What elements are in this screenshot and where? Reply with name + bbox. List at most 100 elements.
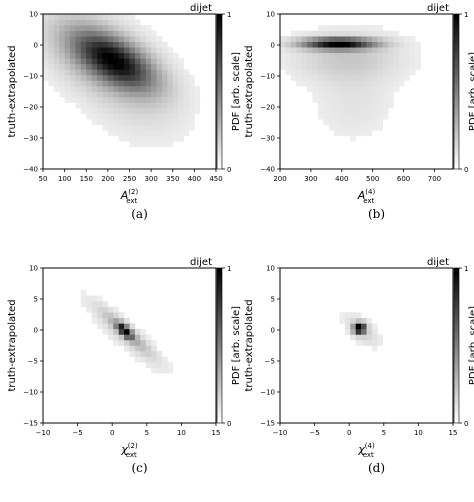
heatmap-cell [301,74,308,81]
heatmap-cell [129,108,136,114]
heatmap-cell [113,58,119,65]
heatmap-cell [366,74,373,81]
colorbar [453,13,460,170]
heatmap-cell [161,97,168,103]
heatmap-cell [129,323,136,330]
heatmap-cell [124,135,130,142]
heatmap-cell [113,97,119,103]
heatmap-cell [64,85,71,92]
heatmap-cell [344,97,351,103]
heatmap-cell [167,135,174,142]
heatmap-cell [415,63,421,70]
heatmap-cell [339,41,346,48]
heatmap-cell [371,74,378,81]
heatmap-cell [371,69,378,76]
heatmap-cell [280,58,286,65]
heatmap-cell [323,119,329,126]
heatmap-cell [124,85,130,92]
heatmap-cell [172,80,179,87]
heatmap-cell [151,97,157,103]
heatmap-cell [178,63,184,70]
heatmap-cell [312,58,319,65]
heatmap-cell [129,135,136,142]
heatmap-cell [183,102,190,109]
heatmap-cell [280,52,286,59]
heatmap-cell [350,41,356,48]
heatmap-cell [151,362,157,368]
heatmap-cell [107,19,114,26]
heatmap-cell [388,52,394,59]
heatmap-cell [59,91,65,98]
heatmap-cell [59,69,65,76]
heatmap-cell [317,97,324,103]
heatmap-cell [86,80,92,87]
heatmap-cell [145,362,152,368]
heatmap-cell [151,85,157,92]
heatmap-cell [361,328,367,335]
heatmap-cell [366,97,373,103]
heatmap-cell [145,351,152,357]
heatmap-cell [48,36,55,42]
heatmap-cell [280,41,286,48]
heatmap-cell [53,14,60,20]
heatmap-cell [140,124,147,131]
heatmap-cell [334,74,340,81]
heatmap-cell [350,58,356,65]
heatmap-cell [124,80,130,87]
panel-caption: (b) [368,207,385,221]
heatmap-cell [361,63,367,70]
heatmap-cell [172,119,179,126]
heatmap-cell [328,69,335,76]
heatmap-cell [382,52,389,59]
heatmap-cell [102,47,109,54]
heatmap-cell [86,63,92,70]
colorbar-label: PDF [arb. scale] [231,306,242,385]
heatmap-cell [102,80,109,87]
heatmap-cell [156,85,163,92]
heatmap-cell [361,80,367,87]
heatmap-cell [344,36,351,42]
colorbar [216,13,223,170]
heatmap-cell [118,14,125,20]
heatmap-cell [188,85,195,92]
heatmap-cell [167,69,174,76]
heatmap-cell [129,52,136,59]
heatmap-cell [161,80,168,87]
heatmap-cell [344,91,351,98]
heatmap-cell [317,102,324,109]
heatmap-cell [124,345,130,352]
panel-caption: (a) [131,207,148,221]
heatmap-cell [113,113,119,120]
heatmap-cell [172,52,179,59]
heatmap-cell [70,52,76,59]
heatmap-cell [178,97,184,103]
heatmap-cell [59,14,65,20]
panel-caption: (c) [131,461,147,475]
heatmap-cell [118,339,125,346]
heatmap-cell [129,41,136,48]
x-tick-label: 300 [304,175,317,183]
heatmap-cell [124,19,130,26]
heatmap-cell [145,69,152,76]
heatmap-cell [134,351,141,357]
heatmap-cell [124,317,130,324]
heatmap-cell [317,63,324,70]
heatmap-cell [156,52,163,59]
heatmap-cell [124,119,130,126]
heatmap-cell [102,301,109,308]
heatmap-cell [107,63,114,70]
heatmap-cell [107,58,114,65]
heatmap-cell [97,85,103,92]
heatmap-cell [328,52,335,59]
heatmap-cell [355,334,362,341]
heatmap-cell [312,80,319,87]
heatmap-cell [178,58,184,65]
heatmap-cell [145,345,152,352]
heatmap-cell [145,47,152,54]
heatmap-cell [290,36,297,42]
heatmap-cell [334,41,340,48]
heatmap-cell [75,85,82,92]
heatmap-cell [393,52,400,59]
heatmap-cell [371,108,378,114]
x-tick-label: 500 [366,175,379,183]
